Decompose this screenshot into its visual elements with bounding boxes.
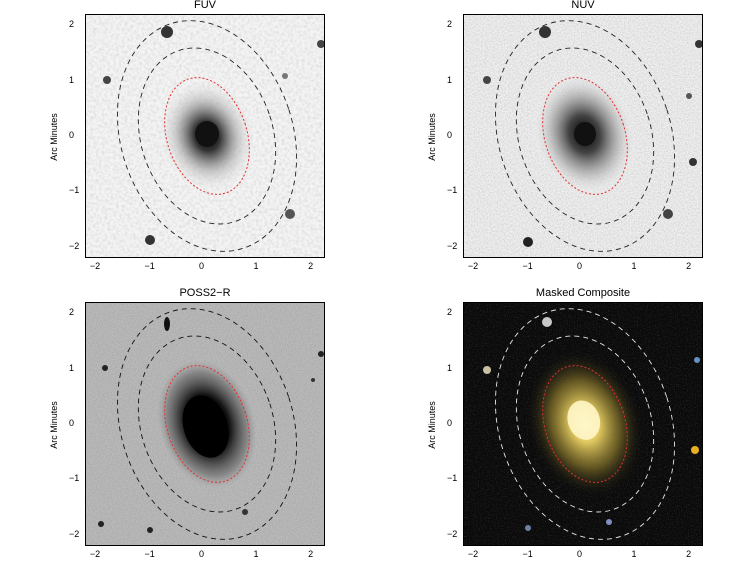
x-tick-label: 0 (199, 549, 205, 559)
x-tick-label: −1 (144, 549, 155, 559)
y-tick-label: 0 (447, 130, 453, 140)
y-tick-label: −1 (69, 185, 80, 196)
panel-nuv: NUV Arc Minutes (378, 0, 756, 288)
panel-title: Masked Composite (535, 287, 631, 299)
panel-title: FUV (194, 0, 216, 11)
sky-image (463, 14, 703, 258)
y-tick-label: 2 (69, 307, 75, 318)
panel-poss2r: POSS2−R Arc Minutes (0, 287, 378, 576)
x-tick-label: −1 (144, 261, 155, 271)
x-tick-label: 1 (631, 261, 637, 271)
y-axis-label: Arc Minutes (426, 113, 437, 161)
y-tick-label: 0 (69, 418, 75, 428)
y-tick-label: 2 (447, 307, 453, 318)
y-tick-label: −2 (69, 240, 80, 251)
panel-fuv: FUV Arc Minutes (0, 0, 378, 288)
y-tick-label: 0 (69, 130, 75, 140)
x-tick-label: −2 (467, 549, 479, 559)
y-tick-label: −2 (69, 528, 80, 539)
x-tick-label: 1 (253, 261, 259, 271)
panel-title: POSS2−R (179, 287, 231, 299)
x-tick-label: 0 (199, 261, 205, 271)
sky-image (85, 14, 325, 258)
panel-title: NUV (571, 0, 595, 11)
x-tick-label: 2 (686, 261, 692, 271)
x-tick-label: −1 (522, 549, 533, 559)
x-tick-label: 0 (577, 261, 583, 271)
y-tick-label: 0 (447, 418, 453, 428)
sky-image (463, 302, 703, 546)
x-tick-label: 2 (308, 549, 314, 559)
y-tick-label: −1 (69, 473, 80, 484)
x-tick-label: 2 (686, 549, 692, 559)
sky-image (85, 302, 325, 546)
x-tick-label: −1 (522, 261, 533, 271)
x-tick-label: 0 (577, 549, 583, 559)
y-tick-label: 1 (69, 74, 75, 85)
y-tick-label: −1 (447, 185, 458, 196)
y-axis-label: Arc Minutes (426, 401, 437, 449)
y-axis-label: Arc Minutes (48, 113, 59, 161)
y-tick-label: −1 (447, 473, 458, 484)
y-tick-label: −2 (447, 240, 458, 251)
x-tick-label: −2 (89, 549, 101, 559)
y-tick-label: 1 (447, 362, 453, 373)
panel-masked-composite: Masked Composite Arc Minutes (378, 287, 756, 576)
x-tick-label: −2 (89, 261, 101, 271)
x-tick-label: −2 (467, 261, 479, 271)
x-tick-label: 1 (253, 549, 259, 559)
y-tick-label: 1 (69, 362, 75, 373)
x-tick-label: 1 (631, 549, 637, 559)
y-tick-label: 2 (447, 19, 453, 30)
y-tick-label: −2 (447, 528, 458, 539)
y-tick-label: 1 (447, 74, 453, 85)
x-tick-label: 2 (308, 261, 314, 271)
y-tick-label: 2 (69, 19, 75, 30)
y-axis-label: Arc Minutes (48, 401, 59, 449)
